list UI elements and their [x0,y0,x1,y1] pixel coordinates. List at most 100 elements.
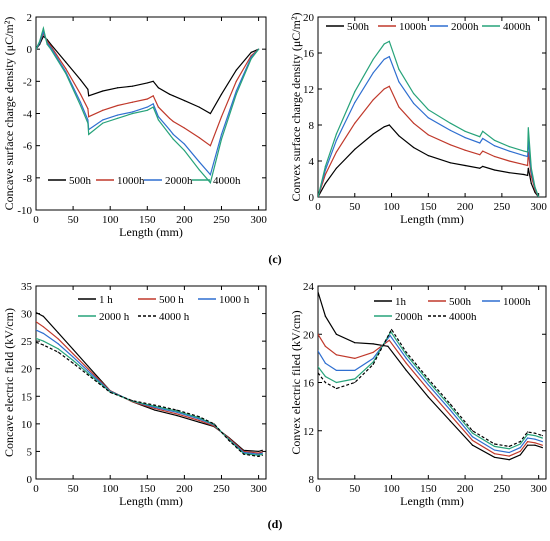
data-point [427,380,429,382]
x-tick-label: 200 [176,214,193,226]
data-point [519,441,521,443]
data-point [372,357,374,359]
data-point [527,167,529,169]
x-tick-label: 250 [494,201,511,213]
data-point [87,374,89,376]
legend-label: 1000h [117,175,145,187]
data-point [102,109,104,111]
series-line-1000h [318,85,540,197]
data-point [183,100,185,102]
data-point [235,80,237,82]
y-tick-label: 8 [309,120,315,132]
x-tick-label: 300 [530,201,547,213]
data-point [449,420,451,422]
data-point [527,151,529,153]
data-point [541,444,543,446]
series-line-4000h [318,40,540,197]
x-tick-label: 100 [383,483,400,495]
plot-area [318,291,543,461]
data-point [335,381,337,384]
data-point [131,112,134,115]
y-tick-label: 25 [21,336,33,348]
data-point [493,445,496,448]
data-point [335,133,337,135]
data-point [57,338,59,340]
data-point [198,416,200,418]
data-point [398,81,400,83]
data-point [519,443,521,445]
series-line-2000h [36,29,260,176]
y-tick-label: 24 [303,281,315,293]
data-point [176,409,178,411]
data-point [372,58,374,60]
data-point [198,161,200,163]
data-point [372,351,374,353]
series-line-4000h [36,341,263,458]
data-point [324,182,326,185]
data-point [117,104,119,107]
data-point [87,122,89,124]
data-point [154,407,156,410]
data-point [449,403,451,405]
data-point [42,315,45,317]
x-tick-label: 200 [176,483,193,495]
data-point [383,126,385,128]
data-point [324,315,326,317]
legend-label: 2000h [451,21,479,33]
data-point [154,406,156,408]
data-point [449,409,451,411]
data-point [508,445,510,448]
data-point [318,350,319,352]
data-point [154,405,156,407]
data-point [209,112,211,115]
data-point [493,145,496,147]
data-point [523,164,525,166]
data-point [464,149,466,151]
data-point [235,69,237,71]
data-point [72,356,74,358]
data-point [209,145,211,147]
data-point [449,122,451,124]
x-tick-label: 250 [494,483,511,495]
x-tick-label: 0 [33,483,39,495]
data-point [172,138,174,140]
data-point [152,80,154,82]
data-point [508,459,510,461]
data-point [493,449,496,451]
data-point [508,160,510,162]
data-point [183,149,185,152]
data-point [72,362,74,364]
data-point [220,116,223,118]
data-point [243,453,245,455]
data-point [372,99,374,101]
data-point [87,372,89,374]
data-point [523,155,525,157]
data-point [405,357,407,359]
series-line-1h [318,291,543,461]
data-point [157,116,160,118]
data-point [117,117,119,119]
y-axis-label: Convex electric filed (kV/cm) [289,310,303,454]
data-point [449,406,451,408]
data-point [146,82,148,84]
data-point [235,90,237,92]
legend-label: 500 h [159,294,184,306]
y-tick-label: -10 [17,205,32,217]
data-point [213,423,215,425]
y-tick-label: 16 [303,378,315,390]
data-point [354,101,356,104]
data-point [176,414,178,417]
data-point [198,169,200,171]
x-tick-label: 300 [250,483,267,495]
data-point [36,329,37,331]
data-point [354,369,356,372]
plot-area [36,25,260,184]
data-point [318,366,319,368]
data-point [324,165,326,167]
data-point [154,404,156,406]
x-tick-label: 100 [102,214,119,226]
data-point [88,95,90,97]
y-tick-label: 2 [27,12,33,24]
data-point [335,151,337,153]
x-tick-label: 150 [420,201,437,213]
